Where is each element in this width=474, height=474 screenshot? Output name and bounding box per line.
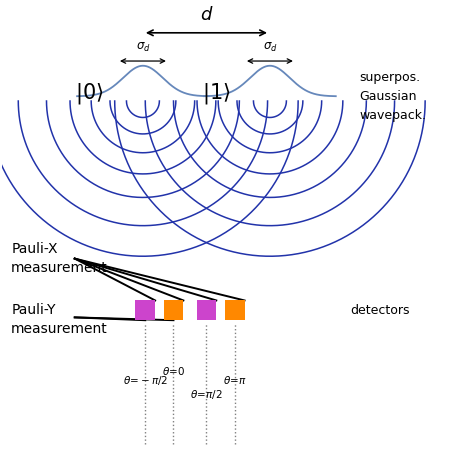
Text: $|0\rangle$: $|0\rangle$ [74, 82, 103, 107]
Bar [164, 301, 183, 320]
Text: Pauli-X: Pauli-X [11, 242, 58, 256]
Text: $\sigma_d$: $\sigma_d$ [263, 41, 277, 55]
Text: Gaussian: Gaussian [359, 90, 417, 103]
Text: measurement: measurement [11, 261, 108, 275]
Bar [225, 301, 245, 320]
Text: wavepack.: wavepack. [359, 109, 426, 122]
Text: measurement: measurement [11, 322, 108, 336]
Text: detectors: detectors [350, 304, 410, 317]
Text: $d$: $d$ [200, 6, 213, 24]
Text: $\sigma_d$: $\sigma_d$ [136, 41, 150, 55]
Text: $|1\rangle$: $|1\rangle$ [201, 82, 230, 107]
Text: $\theta\!=\!-\pi/2$: $\theta\!=\!-\pi/2$ [123, 374, 168, 387]
Text: Pauli-Y: Pauli-Y [11, 303, 56, 317]
Text: superpos.: superpos. [359, 71, 420, 84]
Bar [197, 301, 216, 320]
Bar [136, 301, 155, 320]
Text: $\theta\!=\!\pi$: $\theta\!=\!\pi$ [223, 374, 246, 386]
Text: $\theta\!=\!0$: $\theta\!=\!0$ [162, 365, 185, 377]
Text: $\theta\!=\!\pi/2$: $\theta\!=\!\pi/2$ [190, 388, 223, 401]
